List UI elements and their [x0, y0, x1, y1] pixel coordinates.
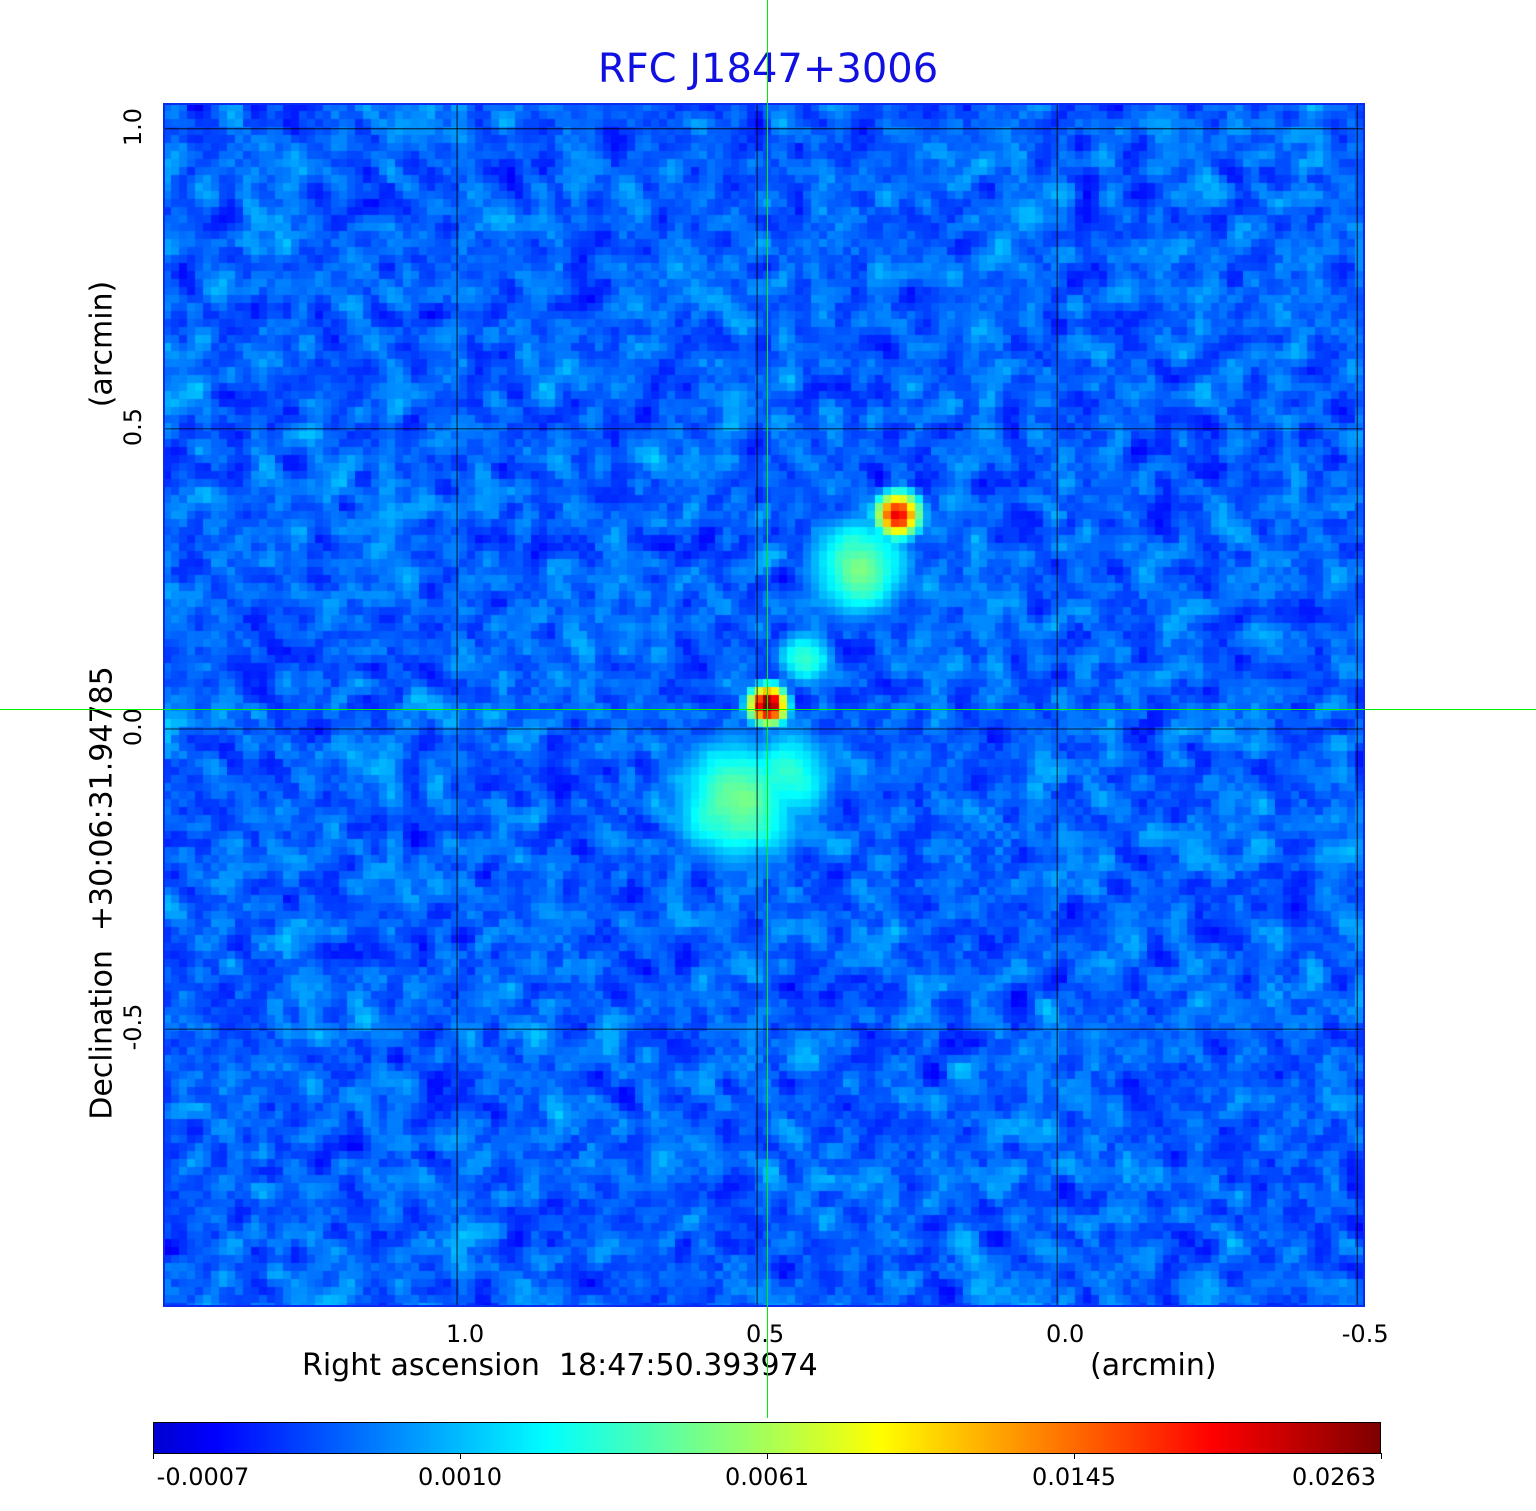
colorbar-tick-label: -0.0007	[156, 1463, 250, 1491]
colorbar-tick-label: 0.0263	[1292, 1463, 1376, 1491]
colorbar	[153, 1422, 1381, 1454]
radio-image-heatmap	[163, 103, 1365, 1307]
colorbar-tick	[153, 1453, 154, 1459]
chart-title: RFC J1847+3006	[597, 46, 939, 92]
colorbar-tick	[460, 1453, 461, 1459]
colorbar-tick-label: 0.0145	[1032, 1463, 1116, 1491]
x-axis-label: Right ascension 18:47:50.393974	[302, 1348, 818, 1383]
colorbar-tick	[1381, 1453, 1382, 1459]
colorbar-tick	[767, 1453, 768, 1459]
x-tick-label: 0.5	[746, 1320, 785, 1348]
colorbar-tick	[1074, 1453, 1075, 1459]
x-tick-label: -0.5	[1341, 1320, 1389, 1348]
y-axis-unit: (arcmin)	[84, 280, 120, 408]
y-tick-label: 0.0	[119, 707, 147, 747]
x-axis-unit: (arcmin)	[1090, 1348, 1217, 1383]
colorbar-tick-label: 0.0061	[725, 1463, 809, 1491]
y-axis-label: Declination +30:06:31.94785	[84, 666, 120, 1120]
y-tick-label: 1.0	[119, 107, 147, 146]
grid-lines	[163, 103, 1365, 1307]
colorbar-tick-label: 0.0010	[418, 1463, 502, 1491]
crosshair-horizontal	[0, 709, 1536, 710]
x-tick-label: 1.0	[445, 1320, 485, 1348]
y-tick-label: 0.5	[119, 407, 147, 446]
y-tick-label: -0.5	[119, 1003, 147, 1051]
plot-area	[163, 103, 1365, 1307]
plot-frame	[163, 103, 1365, 1307]
x-tick-label: 0.0	[1046, 1320, 1085, 1348]
